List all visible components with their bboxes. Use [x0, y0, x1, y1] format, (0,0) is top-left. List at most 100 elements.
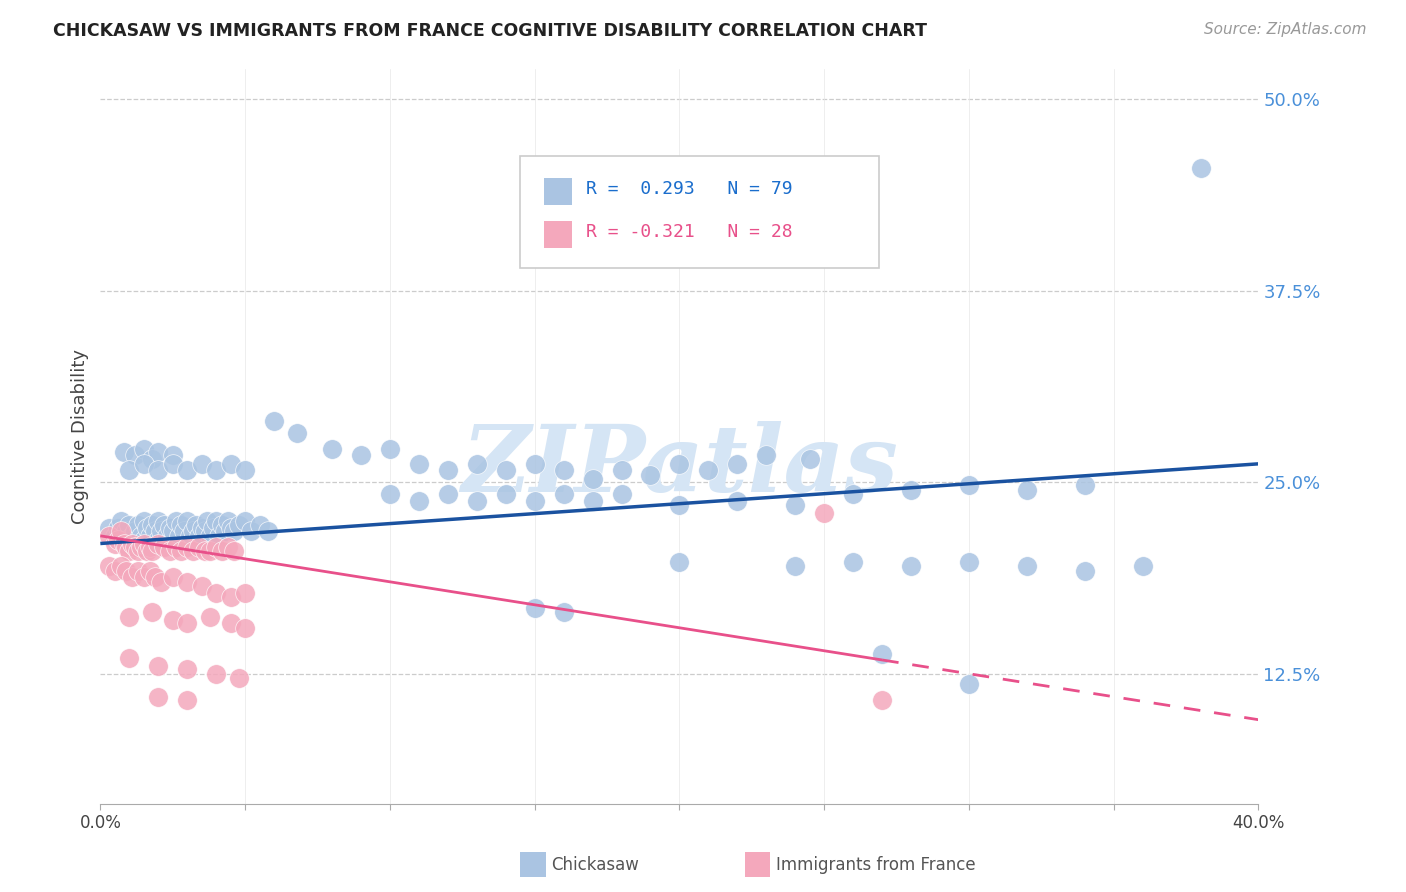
Point: [755, 448, 778, 462]
Point: [176, 514, 198, 528]
Point: [127, 518, 149, 533]
Point: [957, 555, 980, 569]
Point: [1015, 559, 1038, 574]
Point: [115, 540, 138, 554]
Point: [436, 487, 458, 501]
Point: [124, 448, 146, 462]
Point: [143, 570, 166, 584]
Point: [176, 693, 198, 707]
Point: [181, 544, 204, 558]
Point: [523, 493, 546, 508]
Text: ZIPatlas: ZIPatlas: [461, 421, 898, 511]
Point: [148, 690, 170, 704]
Point: [870, 693, 893, 707]
Point: [181, 524, 204, 539]
Point: [104, 536, 127, 550]
Point: [239, 524, 262, 539]
Point: [162, 448, 184, 462]
Point: [202, 521, 225, 535]
Point: [725, 457, 748, 471]
Point: [110, 514, 132, 528]
Point: [138, 564, 160, 578]
Point: [408, 457, 430, 471]
Point: [124, 524, 146, 539]
Point: [132, 570, 155, 584]
Point: [129, 529, 152, 543]
Point: [553, 487, 575, 501]
Point: [162, 524, 184, 539]
Point: [135, 544, 157, 558]
Point: [156, 529, 179, 543]
Point: [263, 414, 285, 428]
Point: [228, 518, 250, 533]
Point: [610, 487, 633, 501]
Point: [118, 544, 141, 558]
Point: [205, 666, 228, 681]
Point: [112, 444, 135, 458]
Point: [378, 442, 401, 456]
Point: [179, 529, 201, 543]
Point: [200, 544, 222, 558]
Point: [197, 514, 219, 528]
Point: [581, 472, 603, 486]
Point: [640, 467, 662, 482]
Point: [725, 493, 748, 508]
Point: [141, 606, 163, 620]
Point: [129, 540, 152, 554]
Point: [153, 540, 176, 554]
Point: [219, 616, 242, 631]
Point: [127, 564, 149, 578]
Point: [176, 463, 198, 477]
Point: [228, 671, 250, 685]
Point: [141, 544, 163, 558]
Point: [194, 524, 217, 539]
Point: [176, 574, 198, 589]
Y-axis label: Cognitive Disability: Cognitive Disability: [72, 349, 89, 524]
Point: [205, 585, 228, 599]
Point: [553, 606, 575, 620]
Point: [217, 514, 239, 528]
Point: [170, 518, 193, 533]
Point: [194, 544, 217, 558]
Point: [870, 647, 893, 661]
Point: [176, 616, 198, 631]
Point: [1189, 161, 1212, 175]
Point: [170, 544, 193, 558]
Point: [553, 463, 575, 477]
Point: [495, 463, 517, 477]
Point: [138, 540, 160, 554]
Point: [668, 555, 690, 569]
Point: [153, 518, 176, 533]
Point: [118, 610, 141, 624]
Point: [148, 463, 170, 477]
Text: Immigrants from France: Immigrants from France: [776, 856, 976, 874]
Point: [214, 524, 236, 539]
Point: [1074, 478, 1097, 492]
Point: [187, 529, 209, 543]
Point: [135, 521, 157, 535]
Point: [150, 574, 173, 589]
Point: [436, 463, 458, 477]
Point: [813, 506, 835, 520]
Point: [104, 529, 127, 543]
Point: [321, 442, 343, 456]
Point: [132, 442, 155, 456]
Point: [249, 518, 271, 533]
Point: [118, 463, 141, 477]
Point: [697, 463, 720, 477]
Point: [141, 518, 163, 533]
Point: [121, 536, 143, 550]
Point: [165, 540, 187, 554]
Point: [143, 524, 166, 539]
Point: [465, 457, 488, 471]
Point: [957, 478, 980, 492]
Text: Source: ZipAtlas.com: Source: ZipAtlas.com: [1204, 22, 1367, 37]
Point: [118, 518, 141, 533]
Point: [121, 570, 143, 584]
Point: [900, 483, 922, 497]
Point: [799, 452, 821, 467]
Text: R = -0.321   N = 28: R = -0.321 N = 28: [586, 223, 793, 241]
Point: [132, 533, 155, 548]
Point: [1074, 564, 1097, 578]
Point: [112, 536, 135, 550]
